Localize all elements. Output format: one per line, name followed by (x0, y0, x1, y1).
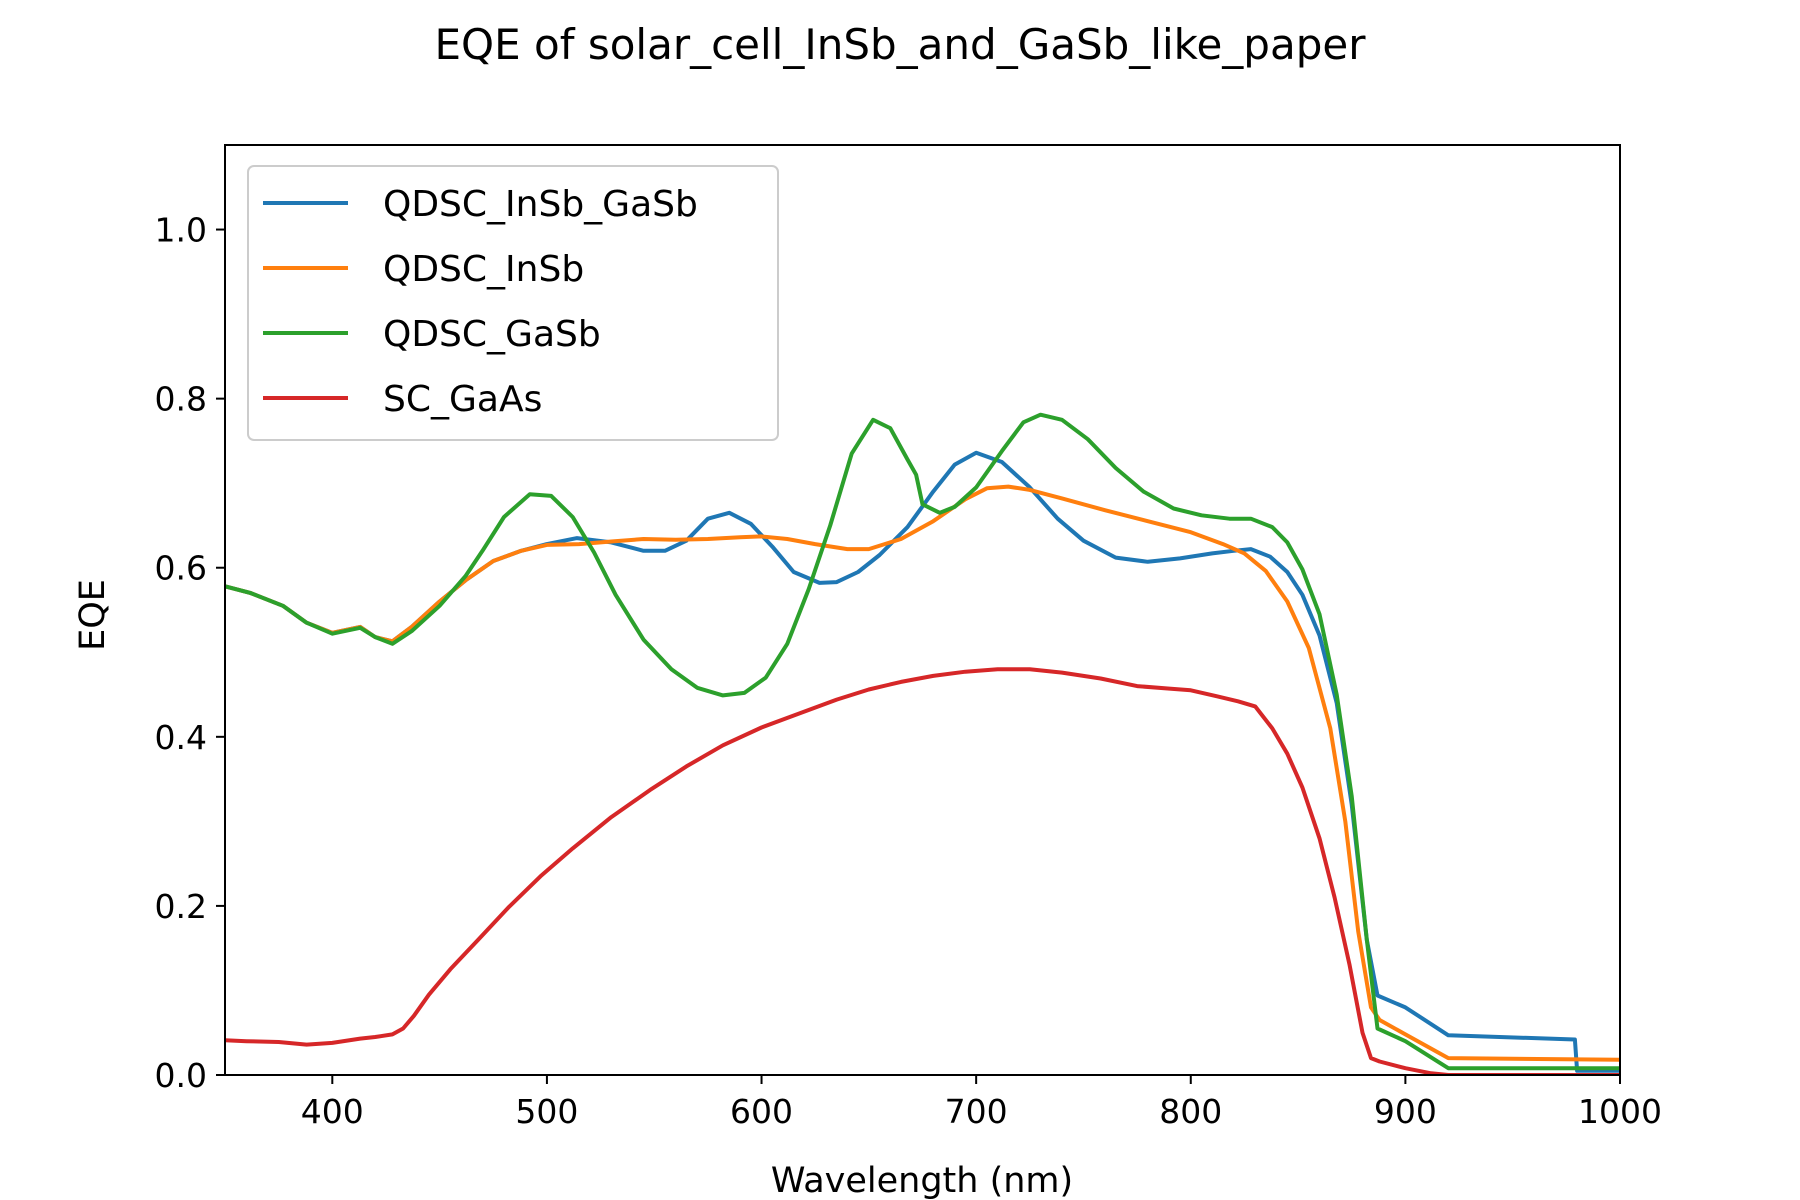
series-line-qdsc-gasb (225, 412, 1620, 1071)
x-axis-label: Wavelength (nm) (771, 1161, 1073, 1200)
x-axis-ticks: 400 500 600 700 800 900 1000 (301, 1075, 1662, 1131)
y-axis-ticks: 0.0 0.2 0.4 0.6 0.8 1.0 (155, 211, 225, 1095)
y-tick-label: 1.0 (155, 211, 207, 250)
x-tick-label: 900 (1374, 1092, 1437, 1131)
y-axis-label: EQE (73, 579, 113, 651)
legend-label: QDSC_InSb (383, 249, 584, 290)
y-tick-label: 0.8 (155, 380, 207, 419)
x-tick-label: 400 (301, 1092, 364, 1131)
legend-box (247, 165, 779, 441)
x-tick-label: 700 (945, 1092, 1008, 1131)
legend-label: QDSC_GaSb (383, 314, 601, 355)
x-tick-label: 500 (515, 1092, 578, 1131)
x-tick-label: 800 (1159, 1092, 1222, 1131)
series-line-qdsc-insb-gasb (225, 450, 1620, 1073)
x-tick-label: 1000 (1578, 1092, 1662, 1131)
y-tick-label: 0.2 (155, 887, 207, 926)
x-tick-label: 600 (730, 1092, 793, 1131)
legend-label: QDSC_InSb_GaSb (383, 184, 698, 225)
plot-frame (224, 144, 1621, 1076)
y-tick-label: 0.0 (155, 1056, 207, 1095)
y-tick-label: 0.4 (155, 718, 207, 757)
series-line-sc-gaas (225, 667, 1620, 1075)
chart-title: EQE of solar_cell_InSb_and_GaSb_like_pap… (435, 20, 1367, 69)
legend: QDSC_InSb_GaSb QDSC_InSb QDSC_GaSb SC_GaAs (247, 165, 779, 441)
data-series (225, 412, 1620, 1075)
y-tick-label: 0.6 (155, 549, 207, 588)
legend-label: SC_GaAs (383, 379, 542, 420)
series-line-qdsc-insb (225, 484, 1620, 1062)
